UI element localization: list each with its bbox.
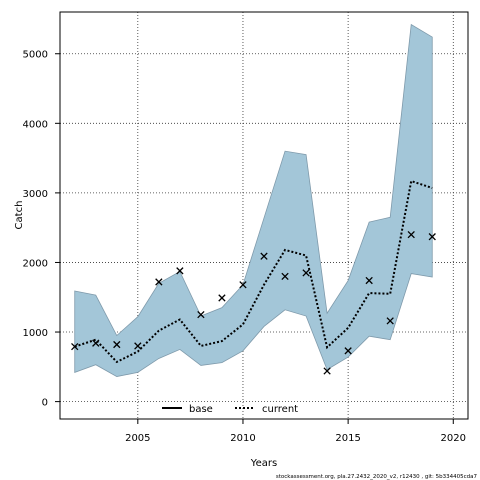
observation-marker: [302, 269, 310, 277]
y-tick-label: 3000: [23, 189, 48, 200]
y-tick-label: 4000: [23, 119, 48, 130]
observation-marker: [260, 252, 268, 260]
observation-marker: [281, 272, 289, 281]
observation-marker: [218, 294, 226, 302]
footer-text: stockassessment.org, pla.27.2432_2020_v2…: [276, 474, 478, 480]
observation-marker: [386, 317, 394, 325]
x-tick-label: 2015: [335, 433, 360, 444]
observation-marker: [407, 230, 415, 239]
legend-base-label: base: [189, 404, 213, 415]
series-lines: [74, 179, 433, 364]
observation-marker: [365, 276, 373, 285]
y-axis-title: Catch: [14, 201, 25, 230]
observation-markers: [71, 230, 436, 375]
y-tick-label: 2000: [23, 258, 48, 269]
x-tick-label: 2005: [125, 433, 150, 444]
observation-marker: [92, 339, 100, 347]
y-tick-label: 5000: [23, 50, 48, 61]
x-axis-title: Years: [250, 458, 277, 469]
observation-marker: [176, 267, 184, 275]
x-tick-label: 2010: [230, 433, 255, 444]
observation-marker: [239, 281, 247, 289]
confidence-band-area: [74, 23, 433, 377]
confidence-band: [74, 23, 433, 377]
observation-marker: [323, 367, 331, 375]
observation-marker: [428, 233, 436, 241]
y-tick-label: 1000: [23, 328, 48, 339]
observation-marker: [71, 342, 79, 351]
plot-frame: [59, 11, 469, 420]
series-line-current: [74, 179, 433, 364]
observation-marker: [134, 342, 142, 350]
legend: base current: [162, 404, 298, 415]
observation-marker: [344, 347, 352, 355]
observation-marker: [113, 340, 121, 349]
legend-current-label: current: [262, 404, 298, 415]
y-tick-label: 0: [42, 398, 48, 409]
x-tick-label: 2020: [441, 433, 466, 444]
observation-marker: [155, 278, 163, 286]
axes: 2005 2010 2015 2020 0 1000 2000 3000 4000 5000: [23, 50, 466, 444]
observation-marker: [197, 310, 205, 319]
